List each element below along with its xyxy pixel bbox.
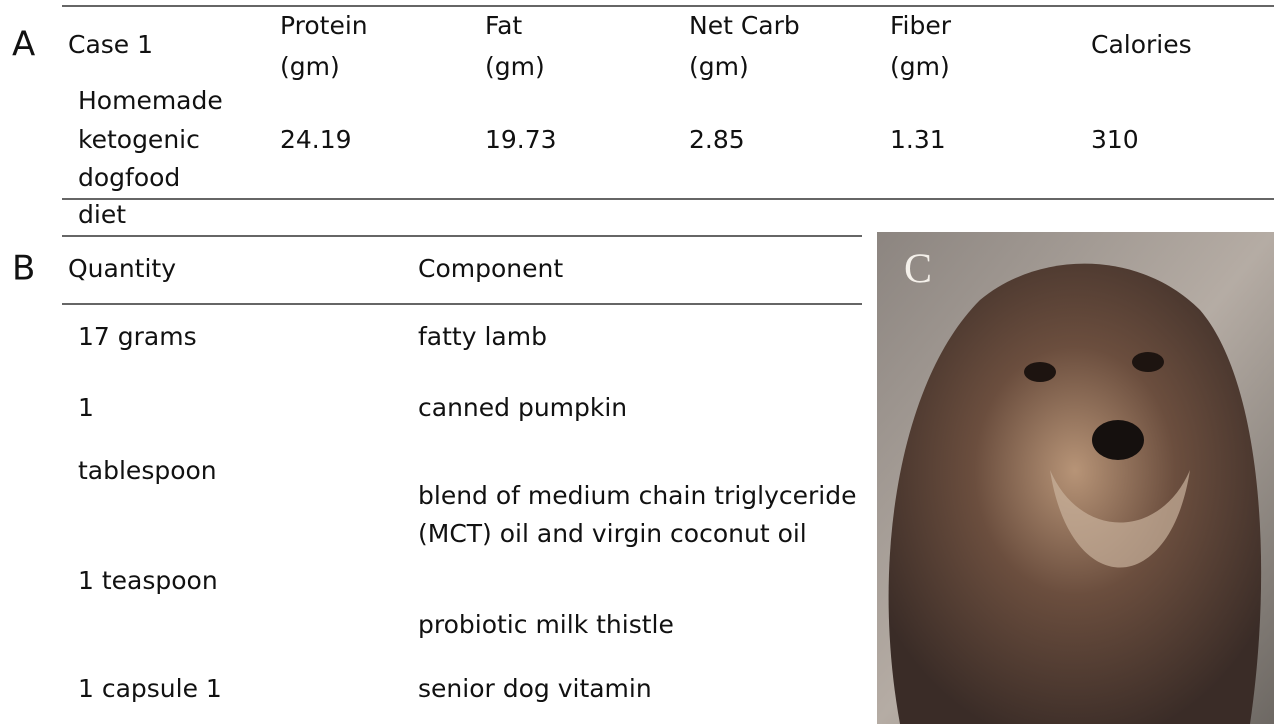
row-label: ketogenic [78,125,200,154]
cell: 310 [1091,125,1139,154]
panel-label: A [12,25,35,65]
component: canned pumpkin [418,393,627,422]
component: fatty lamb [418,322,547,351]
header-cell: Fiber [890,11,952,40]
quantity: 1 teaspoon [78,566,218,595]
component: blend of medium chain triglyceride [418,481,856,510]
cell: 1.31 [890,125,946,154]
row-label: diet [78,200,126,229]
header-cell: (gm) [890,52,950,81]
cell: 24.19 [280,125,352,154]
row-label: dogfood [78,163,180,192]
header-cell: Case 1 [68,30,153,59]
quantity: tablespoon [78,456,217,485]
header-cell: Quantity [68,254,176,283]
dog-eye [1132,352,1164,372]
header-cell: Net Carb [689,11,800,40]
header-cell: Protein [280,11,368,40]
quantity: 1 [78,393,94,422]
dog-nose [1092,420,1144,460]
header-cell: (gm) [485,52,545,81]
header-cell: Fat [485,11,522,40]
figure: A B C Case 1 Protein (gm) Fat (gm) Net Carb (gm) F… [0,0,1274,724]
panel-label: B [12,249,35,289]
cell: 2.85 [689,125,745,154]
cell: 19.73 [485,125,557,154]
header-cell: (gm) [280,52,340,81]
header-cell: Component [418,254,563,283]
row-label: Homemade [78,86,223,115]
dog-eye [1024,362,1056,382]
component: probiotic milk thistle [418,610,674,639]
component: (MCT) oil and virgin coconut oil [418,519,807,548]
photo-label: C [904,247,932,293]
quantity: 17 grams [78,322,197,351]
component: senior dog vitamin [418,674,652,703]
header-cell: (gm) [689,52,749,81]
photo [877,232,1274,724]
header-cell: Calories [1091,30,1192,59]
quantity: 1 capsule 1 [78,674,222,703]
